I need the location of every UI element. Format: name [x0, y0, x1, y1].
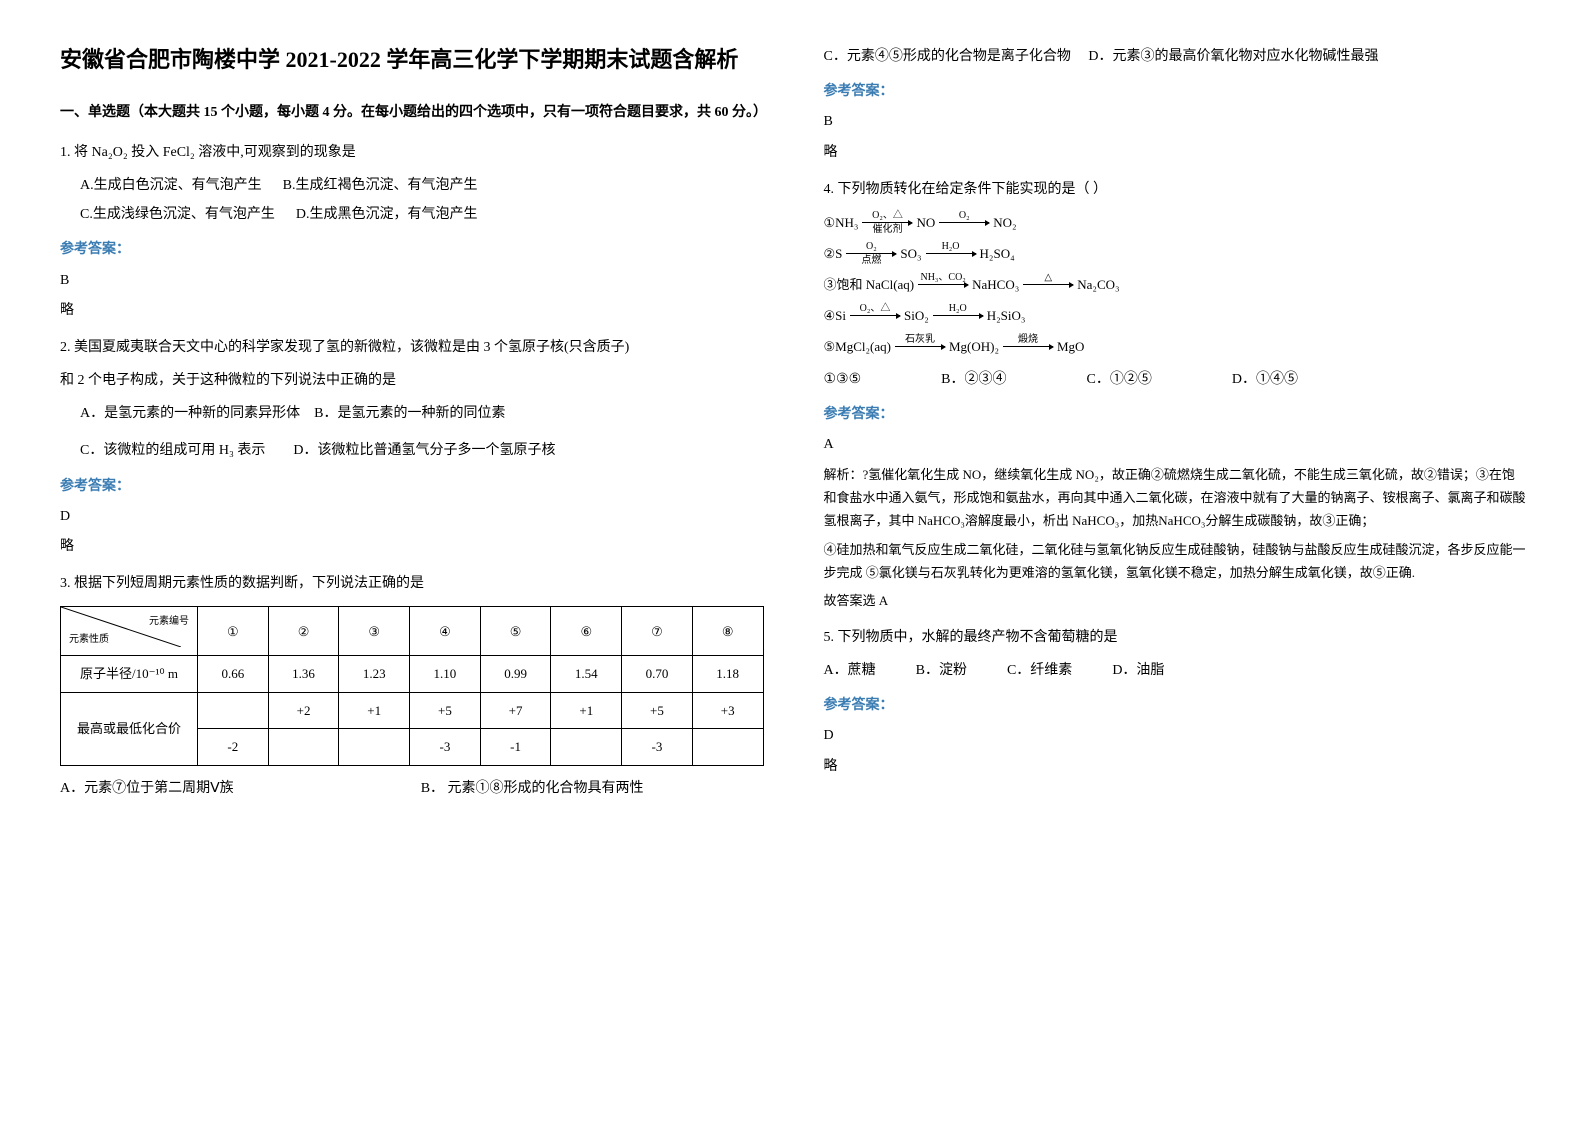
q4-answer-label: 参考答案：	[824, 402, 1528, 427]
q3-optA: A．元素⑦位于第二周期Ⅴ族	[60, 781, 234, 796]
q3-optC: C．元素④⑤形成的化合物是离子化合物	[824, 49, 1071, 64]
table-row: 元素编号 元素性质 ① ② ③ ④ ⑤ ⑥ ⑦ ⑧	[61, 607, 764, 656]
q1-answer: B	[60, 268, 764, 293]
cell: +1	[339, 692, 410, 728]
question-1: 1. 将 Na₂O₂ 投入 FeCl₂ 溶液中,可观察到的现象是 A.生成白色沉…	[60, 140, 764, 323]
section-intro: 一、单选题（本大题共 15 个小题，每小题 4 分。在每小题给出的四个选项中，只…	[60, 100, 764, 125]
question-5: 5. 下列物质中，水解的最终产物不含葡萄糖的是 A．蔗糖 B．淀粉 C．纤维素 …	[824, 625, 1528, 779]
q1-brief: 略	[60, 298, 764, 323]
q4-optD: D．①④⑤	[1232, 367, 1298, 392]
col-4: ④	[410, 607, 481, 656]
q3-text: 3. 根据下列短周期元素性质的数据判断，下列说法正确的是	[60, 571, 764, 596]
q1-optC: C.生成浅绿色沉淀、有气泡产生	[80, 207, 275, 222]
q5-optD: D．油脂	[1112, 658, 1164, 683]
q4-explain3: 故答案选 A	[824, 589, 1528, 612]
q5-optB: B．淀粉	[916, 658, 967, 683]
col-6: ⑥	[551, 607, 622, 656]
q5-brief: 略	[824, 754, 1528, 779]
cell: 1.36	[268, 656, 339, 692]
cell: -2	[198, 729, 269, 765]
q1-text: 1. 将 Na₂O₂ 投入 FeCl₂ 溶液中,可观察到的现象是	[60, 140, 764, 165]
q2-answer-label: 参考答案：	[60, 474, 764, 499]
col-3: ③	[339, 607, 410, 656]
cell	[551, 729, 622, 765]
q1-optB: B.生成红褐色沉淀、有气泡产生	[283, 178, 478, 193]
q1-optA: A.生成白色沉淀、有气泡产生	[80, 178, 262, 193]
q3-optD: D．元素③的最高价氧化物对应水化物碱性最强	[1088, 49, 1378, 64]
cell: +7	[480, 692, 551, 728]
cell: +5	[410, 692, 481, 728]
q3-brief: 略	[824, 140, 1528, 165]
cell: -1	[480, 729, 551, 765]
cell: +3	[692, 692, 763, 728]
col-2: ②	[268, 607, 339, 656]
col-8: ⑧	[692, 607, 763, 656]
q5-answer: D	[824, 723, 1528, 748]
cell: +1	[551, 692, 622, 728]
row1-label: 原子半径/10⁻¹⁰ m	[61, 656, 198, 692]
cell: 1.10	[410, 656, 481, 692]
col-5: ⑤	[480, 607, 551, 656]
q4-answer: A	[824, 432, 1528, 457]
q2-optC: C．该微粒的组成可用 H₃ 表示	[80, 443, 265, 458]
cell	[339, 729, 410, 765]
q4-text: 4. 下列物质转化在给定条件下能实现的是（ ）	[824, 177, 1528, 202]
cell: 1.54	[551, 656, 622, 692]
page-title: 安徽省合肥市陶楼中学 2021-2022 学年高三化学下学期期末试题含解析	[60, 40, 764, 80]
row2-label: 最高或最低化合价	[61, 692, 198, 765]
table-row: 原子半径/10⁻¹⁰ m 0.66 1.36 1.23 1.10 0.99 1.…	[61, 656, 764, 692]
q3-answer: B	[824, 109, 1528, 134]
q4-optB: B．②③④	[941, 367, 1006, 392]
q5-optC: C．纤维素	[1007, 658, 1072, 683]
q5-optA: A．蔗糖	[824, 658, 876, 683]
col-1: ①	[198, 607, 269, 656]
q3-answer-label: 参考答案：	[824, 79, 1528, 104]
cell: -3	[622, 729, 693, 765]
q2-brief: 略	[60, 534, 764, 559]
cell: -3	[410, 729, 481, 765]
q3-optB: B． 元素①⑧形成的化合物具有两性	[421, 781, 644, 796]
q4-line3: ③饱和 NaCl(aq) NH₃、CO₂ NaHCO₃ △ Na₂CO₃	[824, 272, 1528, 297]
q2-answer: D	[60, 504, 764, 529]
q4-explain2: ④硅加热和氧气反应生成二氧化硅，二氧化硅与氢氧化钠反应生成硅酸钠，硅酸钠与盐酸反…	[824, 538, 1528, 585]
question-3: 3. 根据下列短周期元素性质的数据判断，下列说法正确的是 元素编号 元素性质 ①…	[60, 571, 764, 801]
q4-explain1: 解析：?氢催化氧化生成 NO，继续氧化生成 NO₂，故正确②硫燃烧生成二氧化硫，…	[824, 463, 1528, 533]
cell	[198, 692, 269, 728]
table-row: 最高或最低化合价 +2 +1 +5 +7 +1 +5 +3	[61, 692, 764, 728]
q2-optB: B．是氢元素的一种新的同位素	[314, 406, 505, 421]
q3-table: 元素编号 元素性质 ① ② ③ ④ ⑤ ⑥ ⑦ ⑧ 原子半径/10⁻¹⁰ m 0…	[60, 606, 764, 765]
question-4: 4. 下列物质转化在给定条件下能实现的是（ ） ①NH₃ O₂、△ 催化剂 NO…	[824, 177, 1528, 613]
question-2: 2. 美国夏威夷联合天文中心的科学家发现了氢的新微粒，该微粒是由 3 个氢原子核…	[60, 335, 764, 559]
col-7: ⑦	[622, 607, 693, 656]
cell: +2	[268, 692, 339, 728]
q4-options: ①③⑤ B．②③④ C．①②⑤ D．①④⑤	[824, 367, 1528, 392]
cell: 0.99	[480, 656, 551, 692]
cell	[268, 729, 339, 765]
cell: 0.70	[622, 656, 693, 692]
q4-line1: ①NH₃ O₂、△ 催化剂 NO O₂ NO₂	[824, 210, 1528, 235]
q1-optD: D.生成黑色沉淀，有气泡产生	[296, 207, 478, 222]
q4-line5: ⑤MgCl₂(aq) 石灰乳 Mg(OH)₂ 煅烧 MgO	[824, 334, 1528, 359]
q5-text: 5. 下列物质中，水解的最终产物不含葡萄糖的是	[824, 625, 1528, 650]
cell	[692, 729, 763, 765]
cell: 1.23	[339, 656, 410, 692]
q4-optC: C．①②⑤	[1087, 367, 1152, 392]
q2-optD: D．该微粒比普通氢气分子多一个氢原子核	[293, 443, 555, 458]
q2-text2: 和 2 个电子构成，关于这种微粒的下列说法中正确的是	[60, 368, 764, 393]
q4-line2: ②S O₂ 点燃 SO₃ H₂O H₂SO₄	[824, 241, 1528, 266]
q5-answer-label: 参考答案：	[824, 693, 1528, 718]
q2-text1: 2. 美国夏威夷联合天文中心的科学家发现了氢的新微粒，该微粒是由 3 个氢原子核…	[60, 335, 764, 360]
cell: +5	[622, 692, 693, 728]
cell: 1.18	[692, 656, 763, 692]
q4-optA: ①③⑤	[824, 367, 862, 392]
q4-line4: ④Si O₂、△ SiO₂ H₂O H₂SiO₃	[824, 303, 1528, 328]
cell: 0.66	[198, 656, 269, 692]
q2-optA: A．是氢元素的一种新的同素异形体	[80, 406, 300, 421]
q1-answer-label: 参考答案：	[60, 237, 764, 262]
